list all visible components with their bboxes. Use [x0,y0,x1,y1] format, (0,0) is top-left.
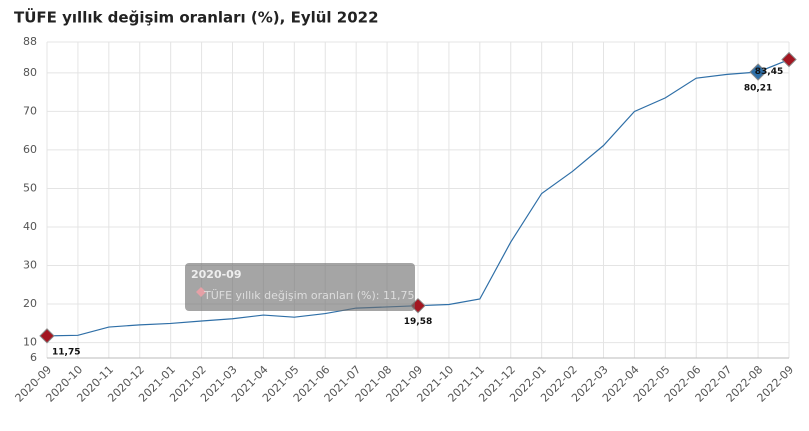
y-tick-label: 70 [23,104,37,117]
tooltip: 2020-09 TÜFE yıllık değişim oranları (%)… [185,263,415,311]
chart-title: TÜFE yıllık değişim oranları (%), Eylül … [14,8,379,27]
data-marker [39,328,55,344]
y-tick-label: 50 [23,181,37,194]
tooltip-title: 2020-09 [191,268,242,281]
data-label: 19,58 [404,317,432,327]
data-marker [749,63,767,81]
y-tick-label: 6 [30,351,37,364]
tooltip-text: TÜFE yıllık değişim oranları (%): 11,75 [203,289,415,302]
tooltip-icon [196,287,206,297]
data-label: 83,45 [755,67,783,77]
y-tick-label: 80 [23,66,37,79]
data-marker [781,51,797,68]
y-tick-label: 30 [23,259,37,272]
y-tick-label: 20 [23,297,37,310]
y-tick-label: 88 [23,35,37,48]
data-label: 80,21 [744,84,772,94]
data-label: 11,75 [52,347,80,357]
y-tick-label: 10 [23,336,37,349]
tooltip-box [185,263,415,311]
y-tick-label: 60 [23,143,37,156]
y-tick-label: 40 [23,220,37,233]
plot-area: 61020304050607080882020-092020-102020-11… [13,35,797,405]
